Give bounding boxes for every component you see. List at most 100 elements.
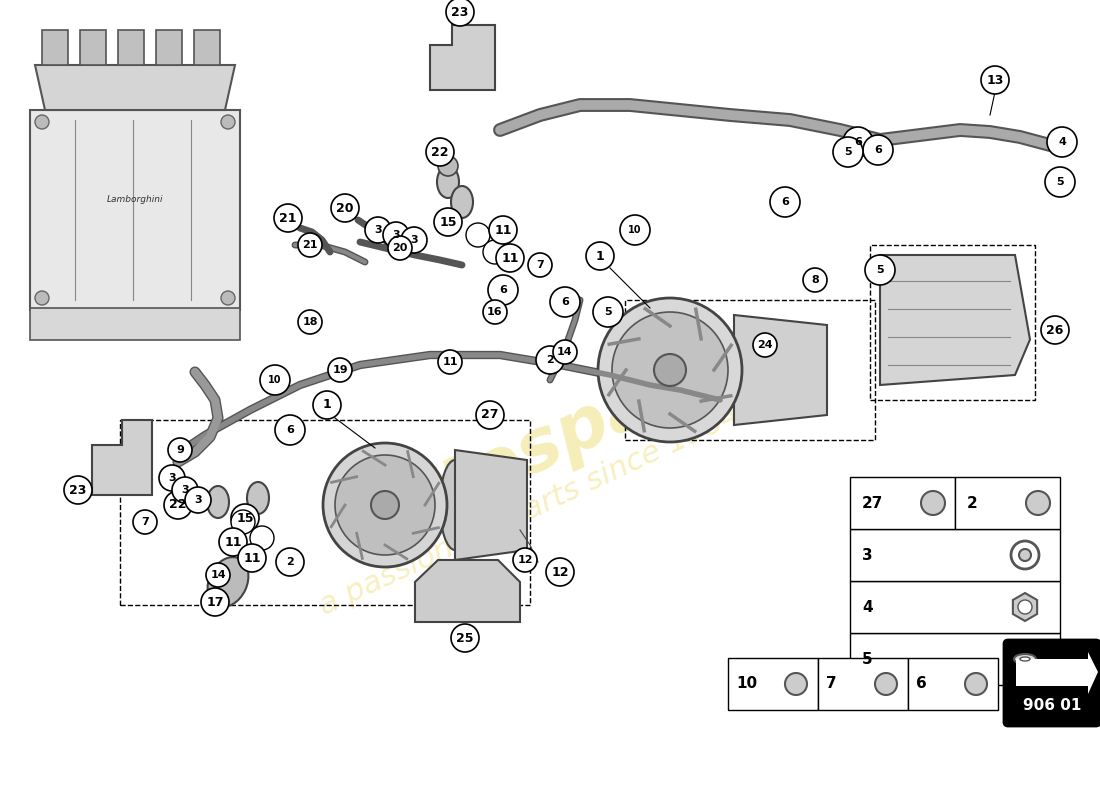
Ellipse shape: [440, 460, 470, 550]
Text: 18: 18: [302, 317, 318, 327]
Ellipse shape: [248, 482, 270, 514]
Text: 5: 5: [844, 147, 851, 157]
Text: 22: 22: [431, 146, 449, 158]
Circle shape: [388, 236, 412, 260]
Circle shape: [833, 137, 864, 167]
Bar: [120, 420, 530, 605]
Text: 22: 22: [169, 498, 187, 511]
Text: 2: 2: [546, 355, 554, 365]
Text: 23: 23: [69, 483, 87, 497]
Bar: [728, 658, 818, 710]
Circle shape: [921, 491, 945, 515]
Text: 13: 13: [987, 74, 1003, 86]
Text: 14: 14: [558, 347, 573, 357]
Circle shape: [546, 558, 574, 586]
Text: 11: 11: [502, 251, 519, 265]
Text: 15: 15: [439, 215, 456, 229]
Polygon shape: [415, 560, 520, 622]
Circle shape: [221, 115, 235, 129]
Circle shape: [496, 244, 524, 272]
Circle shape: [172, 477, 198, 503]
Text: 10: 10: [736, 677, 757, 691]
Polygon shape: [92, 420, 152, 495]
Text: 9: 9: [176, 445, 184, 455]
Text: autosparks: autosparks: [340, 313, 781, 567]
Circle shape: [323, 443, 447, 567]
Circle shape: [446, 0, 474, 26]
Text: 24: 24: [757, 340, 773, 350]
Polygon shape: [1016, 652, 1098, 694]
Bar: [118, 30, 144, 65]
Text: 3: 3: [182, 485, 189, 495]
Text: 3: 3: [410, 235, 418, 245]
Text: 5: 5: [604, 307, 612, 317]
Text: 10: 10: [268, 375, 282, 385]
Text: 12: 12: [551, 566, 569, 578]
Circle shape: [1018, 600, 1032, 614]
Bar: [870, 245, 1035, 400]
Circle shape: [438, 156, 458, 176]
Text: a passion for parts since 1984: a passion for parts since 1984: [315, 399, 745, 621]
Circle shape: [490, 216, 517, 244]
Circle shape: [35, 115, 50, 129]
Circle shape: [371, 491, 399, 519]
Ellipse shape: [437, 166, 459, 198]
Circle shape: [864, 135, 893, 165]
Circle shape: [965, 673, 987, 695]
Circle shape: [981, 66, 1009, 94]
Text: 17: 17: [207, 595, 223, 609]
Circle shape: [586, 242, 614, 270]
Circle shape: [483, 300, 507, 324]
Text: 2: 2: [286, 557, 294, 567]
Circle shape: [206, 563, 230, 587]
Circle shape: [593, 297, 623, 327]
Bar: [850, 529, 1060, 581]
Circle shape: [550, 287, 580, 317]
Bar: [30, 308, 240, 340]
Circle shape: [488, 275, 518, 305]
Circle shape: [276, 548, 304, 576]
Bar: [955, 477, 1060, 529]
Circle shape: [260, 365, 290, 395]
Circle shape: [865, 255, 895, 285]
Text: 4: 4: [862, 599, 872, 614]
Circle shape: [754, 333, 777, 357]
Circle shape: [1045, 167, 1075, 197]
Text: 7: 7: [141, 517, 149, 527]
Ellipse shape: [1014, 654, 1036, 664]
Bar: [818, 658, 907, 710]
Circle shape: [314, 391, 341, 419]
Bar: [908, 658, 998, 710]
Text: 4: 4: [1058, 137, 1066, 147]
Text: 10: 10: [628, 225, 641, 235]
Text: 3: 3: [393, 230, 399, 240]
Circle shape: [785, 673, 807, 695]
Circle shape: [426, 138, 454, 166]
Text: 5: 5: [862, 651, 872, 666]
Text: 6: 6: [916, 677, 926, 691]
Text: 11: 11: [494, 223, 512, 237]
Text: 6: 6: [499, 285, 507, 295]
Text: 2: 2: [967, 495, 978, 510]
Bar: [194, 30, 220, 65]
Circle shape: [221, 291, 235, 305]
Bar: [80, 30, 106, 65]
Circle shape: [466, 223, 490, 247]
Circle shape: [64, 476, 92, 504]
Text: 906 01: 906 01: [1023, 698, 1081, 714]
Text: 3: 3: [195, 495, 201, 505]
Circle shape: [451, 624, 478, 652]
Polygon shape: [880, 255, 1030, 385]
Circle shape: [250, 526, 274, 550]
Text: 5: 5: [877, 265, 883, 275]
Ellipse shape: [207, 486, 229, 518]
Text: 5: 5: [1056, 177, 1064, 187]
Text: 19: 19: [332, 365, 348, 375]
Circle shape: [1026, 491, 1050, 515]
Circle shape: [35, 291, 50, 305]
Text: 8: 8: [811, 275, 818, 285]
Circle shape: [536, 346, 564, 374]
Circle shape: [275, 415, 305, 445]
FancyBboxPatch shape: [1004, 640, 1100, 726]
Text: 6: 6: [854, 137, 862, 147]
